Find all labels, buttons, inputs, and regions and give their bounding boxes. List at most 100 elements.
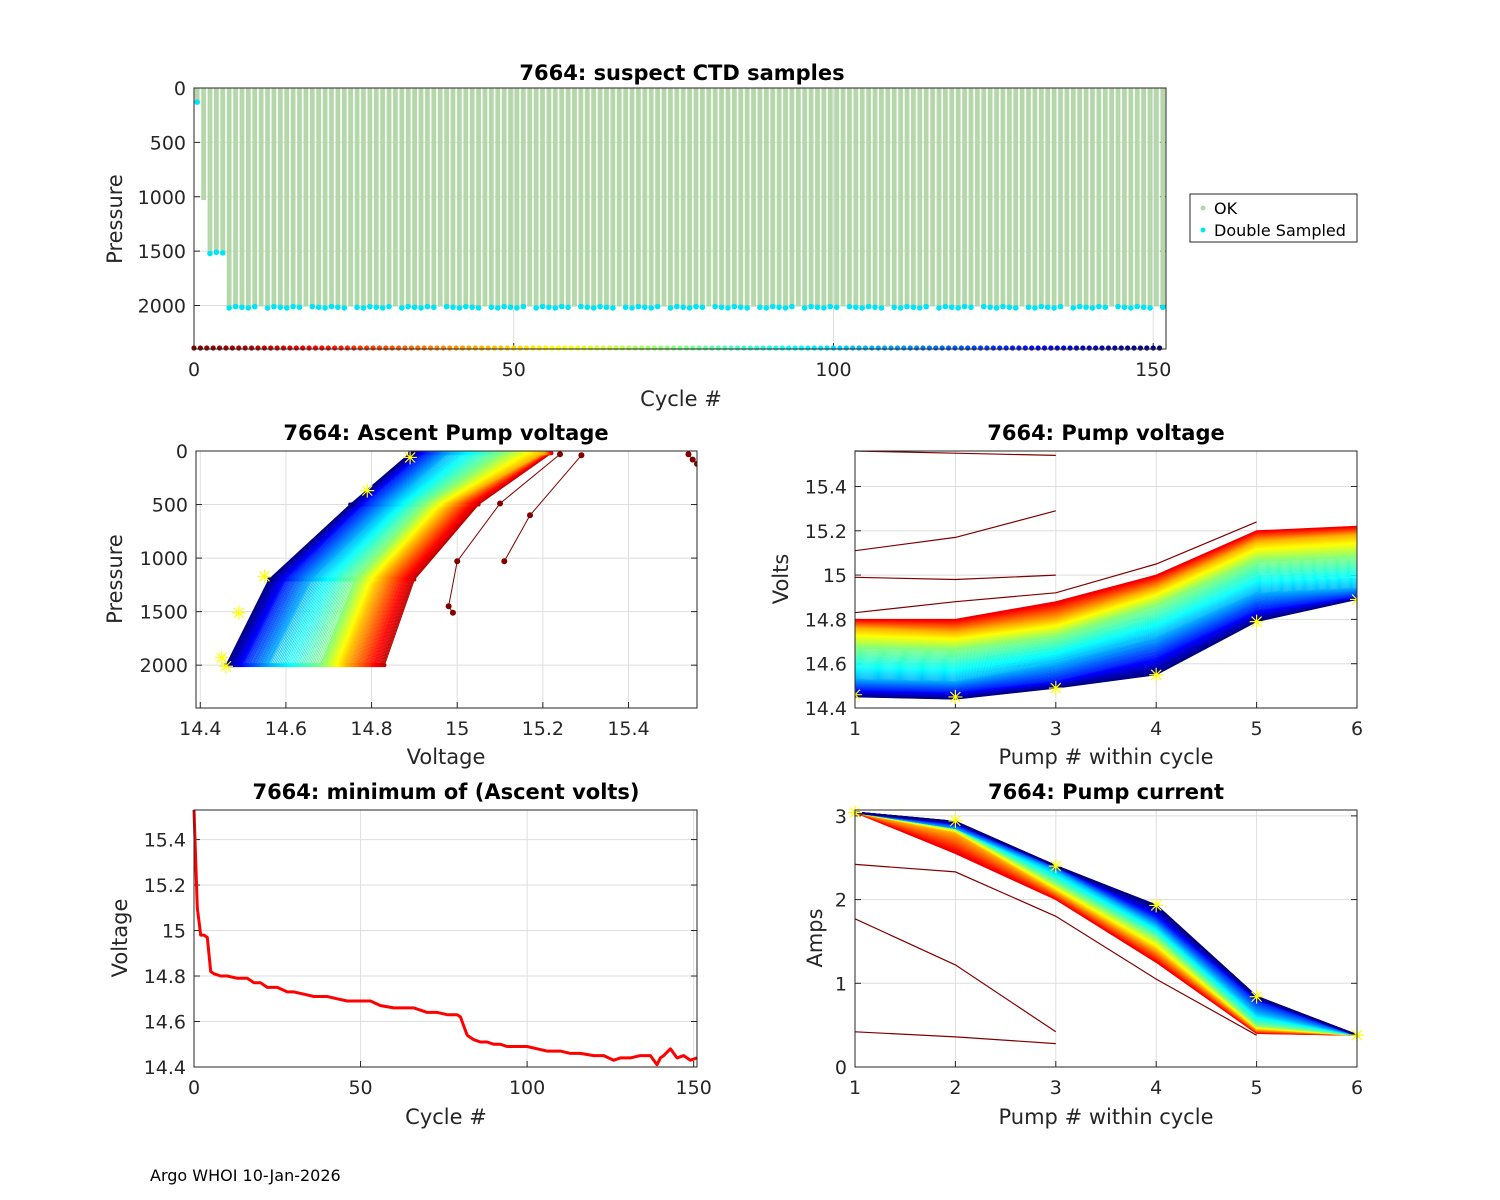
early-profile-point (556, 451, 563, 458)
profile-line (297, 452, 478, 666)
double-sampled-point (821, 305, 827, 311)
profile-line (245, 452, 427, 666)
y-axis-label: Volts (769, 554, 793, 605)
x-tick-label: 100 (509, 1077, 545, 1099)
ok-sample-bar (680, 88, 686, 307)
double-sampled-point (776, 304, 782, 311)
ok-sample-bar (1019, 88, 1025, 307)
cycle-color-point (216, 345, 223, 351)
ok-sample-bar (783, 88, 788, 307)
ok-sample-bar (597, 88, 603, 307)
double-sampled-point (431, 304, 437, 311)
double-sampled-point (552, 305, 559, 311)
double-sampled-point (239, 304, 245, 311)
double-sampled-point (725, 305, 731, 311)
profile-line (320, 452, 502, 666)
ok-sample-bar (329, 88, 334, 307)
cycle-color-point (236, 345, 242, 351)
x-tick-label: 50 (348, 1077, 372, 1099)
profile-line (243, 452, 425, 666)
double-sampled-point (341, 305, 348, 311)
ok-sample-bar (930, 88, 935, 307)
double-sampled-point (1102, 304, 1109, 311)
double-sampled-point (980, 303, 987, 310)
cycle-color-point (658, 345, 664, 351)
x-axis-label: Pump # within cycle (999, 1105, 1214, 1129)
ok-sample-bar (847, 88, 852, 307)
pump-voltage-line (855, 540, 1357, 638)
cycle-color-point (1118, 345, 1124, 351)
pump-voltage-line (855, 542, 1357, 640)
double-sampled-point (674, 303, 680, 310)
cycle-color-point (1137, 345, 1144, 351)
highlight-star (257, 569, 272, 584)
axes-box (193, 809, 698, 1068)
cycle-color-point (1157, 345, 1163, 351)
double-sampled-point (897, 305, 904, 311)
cycle-color-point (709, 345, 715, 351)
double-sampled-point (520, 303, 527, 310)
ok-sample-bar (335, 88, 341, 307)
cycle-color-point (677, 345, 683, 351)
cycle-color-point (1080, 345, 1086, 351)
double-sampled-point (245, 305, 252, 311)
ok-sample-bar (1134, 88, 1140, 307)
cycle-color-point (1035, 345, 1041, 351)
cycle-color-point (1150, 345, 1156, 351)
ok-sample-bar (1160, 88, 1166, 307)
cycle-color-point (274, 345, 280, 351)
profile-line (290, 452, 471, 666)
double-sampled-point (1121, 304, 1128, 311)
pump-voltage-line (855, 543, 1357, 641)
ok-sample-bar (962, 88, 967, 307)
cycle-color-point (293, 345, 299, 351)
x-tick-label: 3 (1050, 718, 1062, 740)
highlight-star (948, 689, 963, 704)
double-sampled-point (283, 305, 290, 311)
profile-line (326, 452, 512, 666)
pump-voltage-line (855, 553, 1357, 649)
cycle-color-point (1022, 345, 1028, 351)
y-tick-label: 500 (152, 495, 188, 517)
ok-sample-bar (674, 88, 680, 307)
ok-sample-bar (827, 88, 833, 307)
double-sampled-point (360, 305, 367, 311)
double-sampled-point (853, 304, 859, 311)
y-tick-label: 15.4 (144, 830, 186, 852)
cycle-color-point (280, 345, 287, 351)
double-sampled-point (1147, 305, 1153, 311)
profile-line (304, 452, 485, 666)
highlight-star (214, 650, 229, 665)
ok-sample-bar (220, 88, 226, 253)
cycle-color-point (894, 345, 901, 351)
double-sampled-point (1000, 303, 1006, 310)
double-sampled-point (514, 305, 520, 311)
ok-sample-bar (1006, 88, 1012, 307)
cycle-color-point (370, 345, 376, 351)
ok-sample-bar (917, 88, 923, 307)
y-tick-label: 14.6 (805, 654, 847, 676)
double-sampled-point (1044, 304, 1051, 311)
highlight-star (1149, 898, 1164, 913)
x-tick-label: 6 (1351, 1077, 1363, 1099)
cycle-color-point (1041, 345, 1048, 351)
profile-line (342, 452, 539, 666)
cycle-color-point (575, 345, 581, 351)
ok-sample-bar (712, 88, 718, 307)
double-sampled-point (597, 303, 603, 310)
ok-sample-bar (1090, 88, 1095, 307)
cycle-color-point (351, 345, 357, 351)
double-sampled-point (367, 303, 373, 310)
double-sampled-point (450, 304, 456, 311)
cycle-color-point (690, 345, 696, 351)
pump-voltage-line (855, 566, 1357, 661)
cycle-color-point (229, 345, 235, 351)
chart-title: 7664: minimum of (Ascent volts) (252, 780, 639, 804)
x-tick-label: 0 (188, 1077, 200, 1099)
x-tick-label: 15 (445, 718, 469, 740)
profile-line (302, 452, 484, 666)
highlight-star (1149, 667, 1164, 682)
minimum-ascent-volts-chart: 0 50 100 150 14.4 14.6 14.8 15 15.2 15.4 7664: mi… (108, 780, 712, 1129)
